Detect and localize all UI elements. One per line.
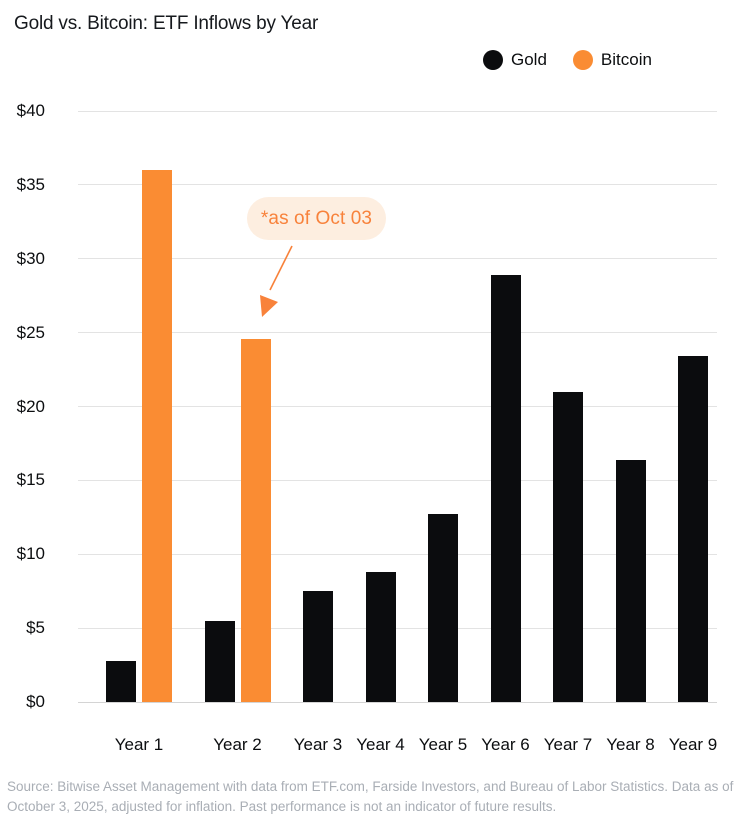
- y-axis-label: $35: [16, 174, 45, 194]
- legend-label-bitcoin: Bitcoin: [600, 50, 652, 69]
- gridline-20: [78, 406, 717, 407]
- legend-item-bitcoin: Bitcoin: [572, 50, 652, 70]
- bitcoin-dot-icon: [572, 50, 593, 70]
- bar-bitcoin-year-1: [142, 170, 172, 702]
- x-axis-label-year-9: Year 9: [668, 735, 718, 754]
- bar-bitcoin-year-2: [240, 338, 271, 702]
- annotation-arrow-icon: [260, 245, 293, 317]
- gridline-35: [78, 184, 717, 186]
- gold-dot-icon: [483, 50, 503, 70]
- bar-gold-year-1: [106, 660, 136, 702]
- y-axis-label: $15: [16, 470, 45, 490]
- x-axis-label-year-1: Year 1: [114, 735, 164, 754]
- legend: Gold Bitcoin: [483, 50, 652, 70]
- legend-item-gold: Gold: [483, 50, 547, 70]
- y-axis-label: $5: [26, 618, 45, 638]
- x-axis-label-year-2: Year 2: [213, 735, 262, 754]
- y-axis-label: $20: [16, 396, 45, 416]
- bar-gold-year-8: [615, 459, 646, 702]
- bar-gold-year-5: [428, 514, 458, 702]
- y-axis-label: $10: [16, 544, 45, 564]
- bar-gold-year-4: [365, 571, 396, 702]
- y-axis-label: $40: [16, 101, 45, 120]
- gridline-5: [78, 627, 717, 629]
- x-axis-label-year-5: Year 5: [418, 735, 468, 754]
- bar-gold-year-6: [490, 275, 521, 702]
- x-axis-label-year-3: Year 3: [293, 735, 343, 754]
- gridline-25: [78, 332, 717, 334]
- bar-gold-year-9: [678, 356, 708, 702]
- y-axis-label: $25: [16, 322, 45, 342]
- y-axis-label: $30: [16, 248, 45, 268]
- x-axis-label-year-7: Year 7: [543, 735, 593, 754]
- gridline-0: [78, 701, 717, 703]
- gridline-15: [78, 479, 717, 481]
- bar-gold-year-7: [553, 391, 583, 702]
- y-axis-label: $0: [26, 692, 45, 711]
- bar-gold-year-2: [204, 620, 235, 702]
- legend-label-gold: Gold: [511, 50, 547, 69]
- annotation-bubble: *as of Oct 03: [247, 197, 386, 240]
- x-axis-label-year-4: Year 4: [356, 735, 405, 754]
- page-title: Gold vs. Bitcoin: ETF Inflows by Year: [14, 13, 319, 34]
- annotation-text: *as of Oct 03: [260, 207, 373, 229]
- gridline-10: [78, 553, 717, 555]
- x-axis-label-year-6: Year 6: [481, 735, 530, 754]
- gridline-30: [78, 258, 717, 260]
- source-footnote: Source: Bitwise Asset Management with da…: [7, 779, 734, 814]
- bar-gold-year-3: [303, 591, 333, 702]
- x-axis-label-year-8: Year 8: [606, 735, 655, 754]
- gridline-40: [78, 110, 717, 112]
